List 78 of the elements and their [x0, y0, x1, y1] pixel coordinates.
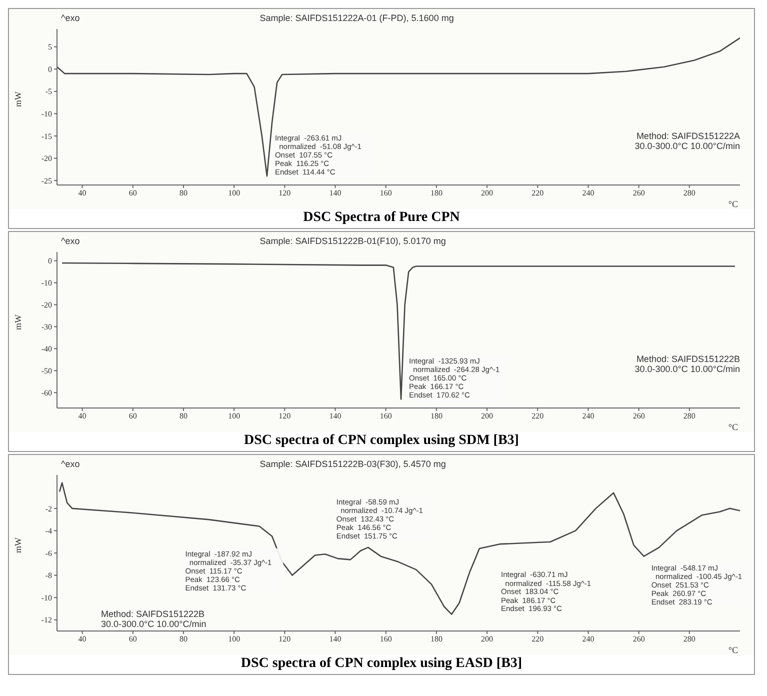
- x-tick-label: 200: [481, 412, 494, 421]
- x-tick-label: 80: [179, 412, 188, 421]
- y-tick-label: -8: [45, 571, 52, 580]
- y-tick-label: 5: [48, 42, 52, 52]
- y-tick-label: -15: [41, 132, 52, 141]
- y-axis-title: mW: [13, 537, 24, 553]
- x-tick-label: 260: [632, 412, 645, 421]
- text: ^exo: [61, 13, 80, 23]
- x-tick-label: 120: [278, 188, 291, 198]
- x-tick-label: 100: [228, 412, 240, 421]
- x-tick-label: 220: [532, 634, 544, 644]
- x-tick-label: 160: [380, 412, 392, 421]
- text: DSC spectra of CPN complex using SDM [B3]: [9, 432, 754, 451]
- x-tick-label: 240: [582, 412, 594, 421]
- x-axis-title: °C: [728, 422, 738, 432]
- y-tick-label: -60: [41, 388, 52, 398]
- x-tick-label: 180: [430, 412, 442, 421]
- x-tick-label: 240: [582, 188, 594, 198]
- x-tick-label: 220: [532, 412, 544, 421]
- annotation: Method: SAIFDS151222A 30.0-300.0°C 10.00°C/min: [634, 131, 740, 151]
- x-tick-label: 180: [430, 634, 442, 644]
- x-tick-label: 280: [683, 188, 696, 198]
- x-tick-label: 180: [430, 188, 442, 198]
- x-tick-label: 200: [481, 634, 494, 644]
- x-tick-label: 240: [582, 634, 594, 644]
- x-tick-label: 260: [632, 188, 645, 198]
- x-tick-label: 120: [278, 634, 291, 644]
- y-tick-label: -4: [45, 526, 52, 536]
- x-tick-label: 160: [380, 634, 392, 644]
- x-axis-title: °C: [728, 645, 738, 655]
- text: ^exo: [61, 459, 80, 469]
- y-tick-label: -50: [41, 366, 52, 376]
- x-tick-label: 40: [78, 634, 86, 644]
- text: Sample: SAIFDS151222B-03(F30), 5.4570 mg: [260, 459, 446, 469]
- x-tick-label: 60: [128, 412, 137, 421]
- y-tick-label: -10: [41, 593, 52, 602]
- x-tick-label: 280: [683, 412, 696, 421]
- x-tick-label: 40: [78, 188, 86, 198]
- line-series: [57, 37, 740, 177]
- y-tick-label: -30: [41, 322, 52, 332]
- x-tick-label: 200: [481, 188, 494, 198]
- x-tick-label: 40: [78, 412, 86, 421]
- x-tick-label: 280: [683, 634, 696, 644]
- x-tick-label: 160: [380, 188, 392, 198]
- x-tick-label: 120: [278, 412, 291, 421]
- text: DSC spectra of CPN complex using EASD [B3]: [9, 655, 754, 674]
- y-tick-label: -10: [41, 110, 52, 119]
- x-tick-label: 80: [179, 634, 188, 644]
- x-tick-label: 220: [532, 188, 544, 198]
- y-axis-title: mW: [13, 91, 24, 107]
- annotation: Method: SAIFDS151222B 30.0-300.0°C 10.00°C/min: [634, 354, 740, 374]
- x-tick-label: 60: [128, 188, 137, 198]
- x-tick-label: 100: [228, 188, 240, 198]
- x-tick-label: 140: [329, 634, 342, 644]
- y-tick-label: -12: [41, 616, 52, 625]
- y-axis-title: mW: [13, 314, 24, 330]
- y-tick-label: -25: [41, 176, 52, 186]
- y-tick-label: -40: [41, 344, 52, 354]
- y-tick-label: -5: [45, 87, 52, 96]
- x-tick-label: 80: [179, 188, 188, 198]
- y-tick-label: -2: [45, 504, 52, 514]
- y-tick-label: -20: [41, 300, 52, 310]
- x-tick-label: 60: [128, 634, 137, 644]
- annotation: Method: SAIFDS151222B 30.0-300.0°C 10.00°C/min: [101, 609, 206, 629]
- y-tick-label: -20: [41, 154, 52, 164]
- y-tick-label: 0: [48, 64, 52, 74]
- x-axis-title: °C: [728, 199, 738, 209]
- text: Sample: SAIFDS151222B-01(F10), 5.0170 mg: [260, 236, 446, 246]
- y-tick-label: 0: [48, 256, 52, 266]
- text: Sample: SAIFDS151222A-01 (F-PD), 5.1600 mg: [260, 13, 454, 23]
- y-tick-label: -6: [45, 548, 52, 558]
- x-tick-label: 140: [329, 188, 342, 198]
- text: DSC Spectra of Pure CPN: [9, 209, 754, 228]
- y-tick-label: -10: [41, 278, 52, 288]
- x-tick-label: 100: [228, 634, 240, 644]
- x-tick-label: 140: [329, 412, 342, 421]
- text: ^exo: [61, 236, 80, 246]
- x-tick-label: 260: [632, 634, 645, 644]
